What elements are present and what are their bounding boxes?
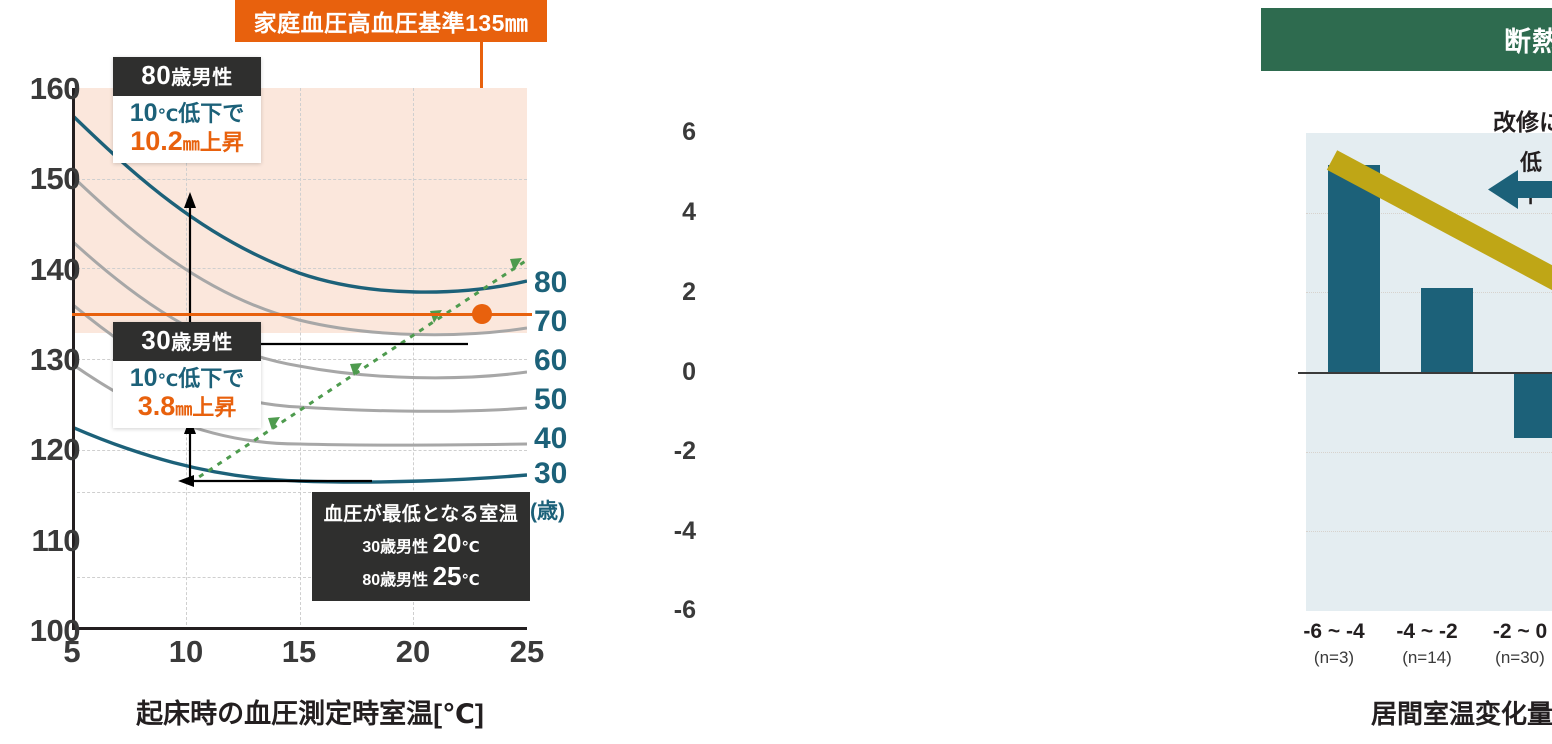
age-curves [72,113,527,487]
min-bp-temp-30-unit: ℃ [461,539,480,556]
r-gridline-neg4 [1306,531,1552,533]
callout-30yo-header: 30歳男性 [113,322,261,361]
bar-2 [1514,372,1552,438]
bp-135-intersection-dot [472,304,492,324]
right-xtick-2-n: (n=30) [1495,648,1545,668]
left-chart-panel: 家庭血圧高血圧基準135㎜ [0,0,620,744]
right-xtick-0-n: (n=3) [1313,648,1355,668]
right-ytick-0: 0 [682,358,696,386]
callout-30yo-line2: 3.8㎜上昇 [113,391,261,421]
right-ytick-neg4: -4 [673,517,696,545]
left-ytick-110: 110 [31,523,80,558]
right-xtick-2: -2 ~ 0 (n=30) [1493,620,1547,668]
age-label-70: 70 [534,305,568,338]
callout-30yo-temp-text: 低下で [178,366,245,391]
callout-30yo-age: 30 [141,325,172,355]
callout-80yo-gender: 歳男性 [171,67,233,89]
callout-80yo-line1: 10℃低下で [113,100,261,127]
left-ytick-160: 160 [29,71,81,106]
age-unit-label: (歳) [530,500,565,523]
callout-30yo-line1: 10℃低下で [113,365,261,392]
callout-80yo-line2: 10.2㎜上昇 [113,126,261,156]
callout-80yo-temp: 10 [129,99,158,127]
right-xtick-0: -6 ~ -4 (n=3) [1303,620,1364,668]
trend-arrow [1326,150,1552,291]
left-y-axis [72,88,75,630]
right-xtick-1: -4 ~ -2 (n=14) [1396,620,1457,668]
callout-30yo-temp-unit: ℃ [157,371,179,390]
callout-30yo: 30歳男性 10℃低下で 3.8㎜上昇 [113,322,261,429]
gridline-20c [413,88,415,630]
right-chart-title: 断熱改修前後の室温と血圧変化量 [1261,8,1552,71]
gridline-15c [299,88,301,630]
bp-standard-banner: 家庭血圧高血圧基準135㎜ [235,0,547,42]
min-bp-temperature-box: 血圧が最低となる室温 30歳男性 20℃ 80歳男性 25℃ [312,492,530,601]
age-label-40: 40 [534,422,568,455]
min-bp-temp-80-label: 80歳男性 [362,572,429,589]
age-label-80: 80 [534,266,568,299]
left-plot-area [72,88,527,630]
callout-80yo-temp-unit: ℃ [157,106,179,125]
right-xtick-1-n: (n=14) [1402,648,1452,668]
min-bp-temp-80-unit: ℃ [461,572,480,589]
right-xtick-1-label: -4 ~ -2 [1396,620,1458,643]
bar-0 [1328,164,1380,372]
renovation-effect-label: 改修により室温が [1493,109,1552,135]
left-x-axis [72,627,527,630]
left-ytick-130: 130 [29,342,81,377]
bar-1 [1421,288,1473,372]
left-axis-title: 起床時の血圧測定時室温[℃] [136,699,484,729]
callout-80yo-temp-text: 低下で [178,101,245,126]
age-label-50: 50 [534,383,568,416]
age-label-60: 60 [534,344,568,377]
callout-80yo-age: 80 [141,60,172,90]
callout-80yo: 80歳男性 10℃低下で 10.2㎜上昇 [113,57,261,164]
left-ytick-140: 140 [29,252,81,287]
callout-80yo-header: 80歳男性 [113,57,261,96]
left-xtick-15: 15 [281,634,317,669]
right-ytick-neg6: -6 [673,596,696,624]
right-zero-axis-line [1298,372,1552,374]
callout-80yo-bp-unit: ㎜ [182,135,200,154]
right-ytick-4: 4 [682,198,696,226]
left-ytick-100: 100 [29,613,81,648]
right-ytick-neg2: -2 [673,437,696,465]
right-ytick-2: 2 [682,278,696,306]
right-chart-panel: 断熱改修前後の室温と血圧変化量 6 4 2 0 -2 -4 -6 [620,0,1552,744]
age-label-30: 30 [534,457,568,490]
callout-30yo-bp-unit: ㎜ [175,400,193,419]
right-ytick-6: 6 [682,118,696,146]
right-plot-area [1298,133,1552,611]
right-axis-title: 居間室温変化量（改修後居間室温 - 改修前居間室温）[℃] [1371,699,1552,729]
right-xtick-0-label: -6 ~ -4 [1303,620,1365,643]
callout-80yo-bp-text: 上昇 [199,130,244,155]
bp-135-reference-line [72,313,532,316]
callout-30yo-bp: 3.8 [137,391,176,421]
left-xtick-25: 25 [509,634,545,669]
left-ytick-120: 120 [29,432,81,467]
min-bp-temp-30-label: 30歳男性 [362,539,429,556]
min-bp-temp-80-value: 25 [432,561,462,591]
min-bp-temp-30-value: 20 [432,528,462,558]
callout-80yo-bp: 10.2 [130,126,183,156]
min-bp-temp-title: 血圧が最低となる室温 [323,504,519,525]
callout-30yo-bp-text: 上昇 [192,395,237,420]
callout-30yo-temp: 10 [129,364,158,392]
right-xtick-2-label: -2 ~ 0 [1492,620,1548,643]
min-bp-temp-row-80: 80歳男性 25℃ [318,561,524,592]
left-xtick-5: 5 [63,634,81,669]
min-bp-temp-row-30: 30歳男性 20℃ [318,528,524,559]
r-gridline-neg2 [1306,451,1552,453]
callout-30yo-gender: 歳男性 [171,332,233,354]
direction-arrows [1488,170,1552,209]
left-ytick-150: 150 [29,161,81,196]
left-xtick-10: 10 [168,634,204,669]
left-xtick-20: 20 [395,634,431,669]
left-arrow-icon [1488,170,1552,209]
